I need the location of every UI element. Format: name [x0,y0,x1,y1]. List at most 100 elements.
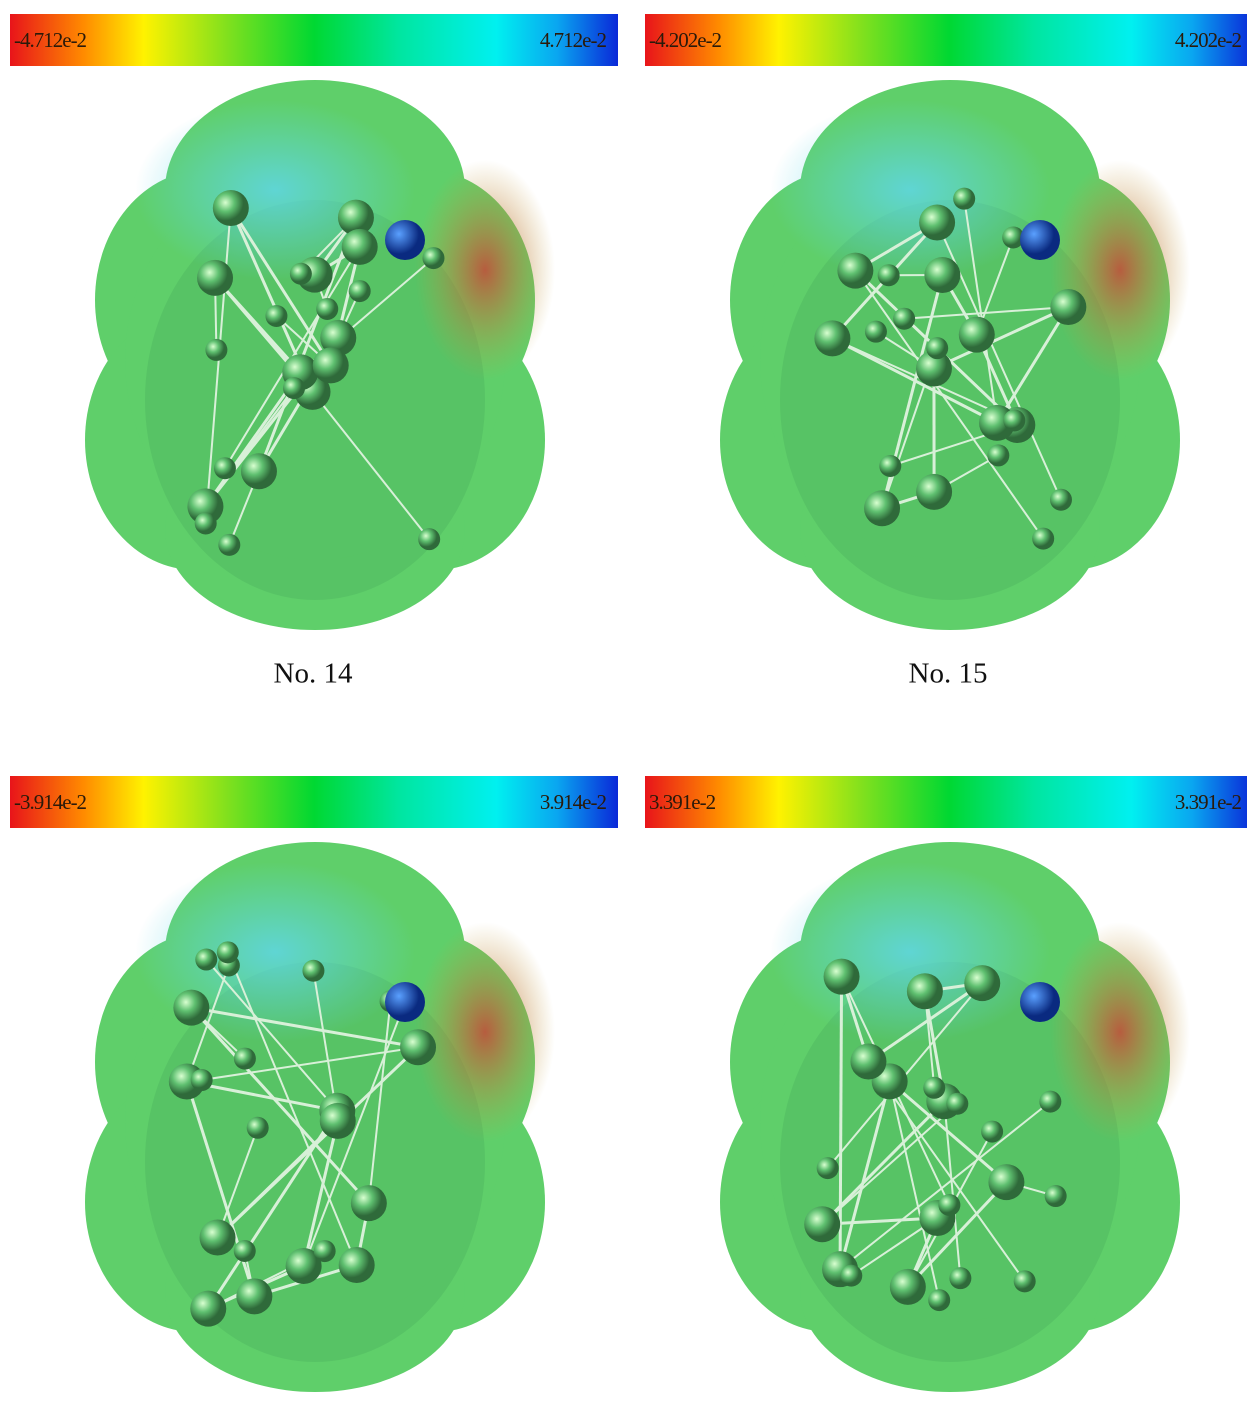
atom [1003,410,1025,432]
atom [916,474,952,510]
caption: No. 14 [274,658,353,690]
atom [302,960,324,982]
negative-region [415,160,555,380]
atom [400,1029,436,1065]
atom [893,308,915,330]
atom [342,229,378,265]
potential-surface [720,842,1190,1392]
caption: No. 26 [274,1420,353,1425]
potential-surface [720,80,1190,630]
atom [351,1185,387,1221]
color-scale [10,14,618,66]
scale-max-label: 3.914e-2 [540,790,607,814]
panel: -3.914e-2 3.914e-2 No. 26 [10,776,618,1425]
scale-min-label: -4.712e-2 [14,28,87,52]
atom [907,973,943,1009]
potential-surface [85,842,555,1392]
atom [218,534,240,556]
atom [919,204,955,240]
atom [247,1117,269,1139]
atom [814,320,850,356]
negative-region [415,922,555,1142]
atom [200,1220,236,1256]
atom [804,1206,840,1242]
color-scale [645,14,1247,66]
atom [938,1194,960,1216]
atom [313,347,349,383]
atom [1039,1091,1061,1113]
atom [865,321,887,343]
color-scale [645,776,1247,828]
atom [241,453,277,489]
atom [959,317,995,353]
atom [878,264,900,286]
atom [205,339,227,361]
atom [173,990,209,1026]
atom [217,941,239,963]
atom [946,1093,968,1115]
panel: -4.202e-2 4.202e-2 No. 15 [645,14,1247,690]
atom [1014,1270,1036,1292]
atom [190,1291,226,1327]
atom [191,1069,213,1091]
atom [824,959,860,995]
atom [290,263,312,285]
nitrogen-atom [1020,220,1060,260]
atom [953,188,975,210]
caption: No. 32 [909,1420,988,1425]
atom [1050,489,1072,511]
scale-min-label: 3.391e-2 [649,790,716,814]
figure: -4.712e-24.712e-2No. 14-4.202e-24.202e-2… [0,0,1247,1425]
atom [928,1289,950,1311]
atom [1050,289,1086,325]
positive-region [770,862,1050,1042]
atom [314,1240,336,1262]
atom [987,444,1009,466]
atom [949,1267,971,1289]
atom [879,455,901,477]
atom [316,298,338,320]
atom [1032,528,1054,550]
nitrogen-atom [385,982,425,1022]
atom [988,1164,1024,1200]
atom [197,260,233,296]
atom [418,528,440,550]
atom [840,1265,862,1287]
atom [926,337,948,359]
atom [283,377,305,399]
atom [964,965,1000,1001]
atom [320,1103,356,1139]
bond [840,977,841,1270]
atom [1045,1185,1067,1207]
atom [236,1278,272,1314]
atom [924,257,960,293]
atom [195,512,217,534]
caption: No. 15 [909,658,988,690]
color-scale [10,776,618,828]
scale-min-label: -3.914e-2 [14,790,87,814]
atom [349,280,371,302]
atom [890,1269,926,1305]
atom [214,457,236,479]
atom [923,1077,945,1099]
scale-max-label: 4.202e-2 [1175,28,1242,52]
scale-max-label: 3.391e-2 [1175,790,1242,814]
atom [850,1043,886,1079]
atom [213,190,249,226]
panel: 3.391e-2 3.391e-2 No. 32 [645,776,1247,1425]
atom [422,247,444,269]
negative-region [1050,160,1190,380]
nitrogen-atom [1020,982,1060,1022]
atom [195,949,217,971]
scale-min-label: -4.202e-2 [649,28,722,52]
atom [339,1247,375,1283]
atom [234,1240,256,1262]
atom [234,1048,256,1070]
atom [265,305,287,327]
negative-region [1050,922,1190,1142]
atom [864,490,900,526]
atom [981,1121,1003,1143]
atom [817,1157,839,1179]
atom [837,253,873,289]
nitrogen-atom [385,220,425,260]
